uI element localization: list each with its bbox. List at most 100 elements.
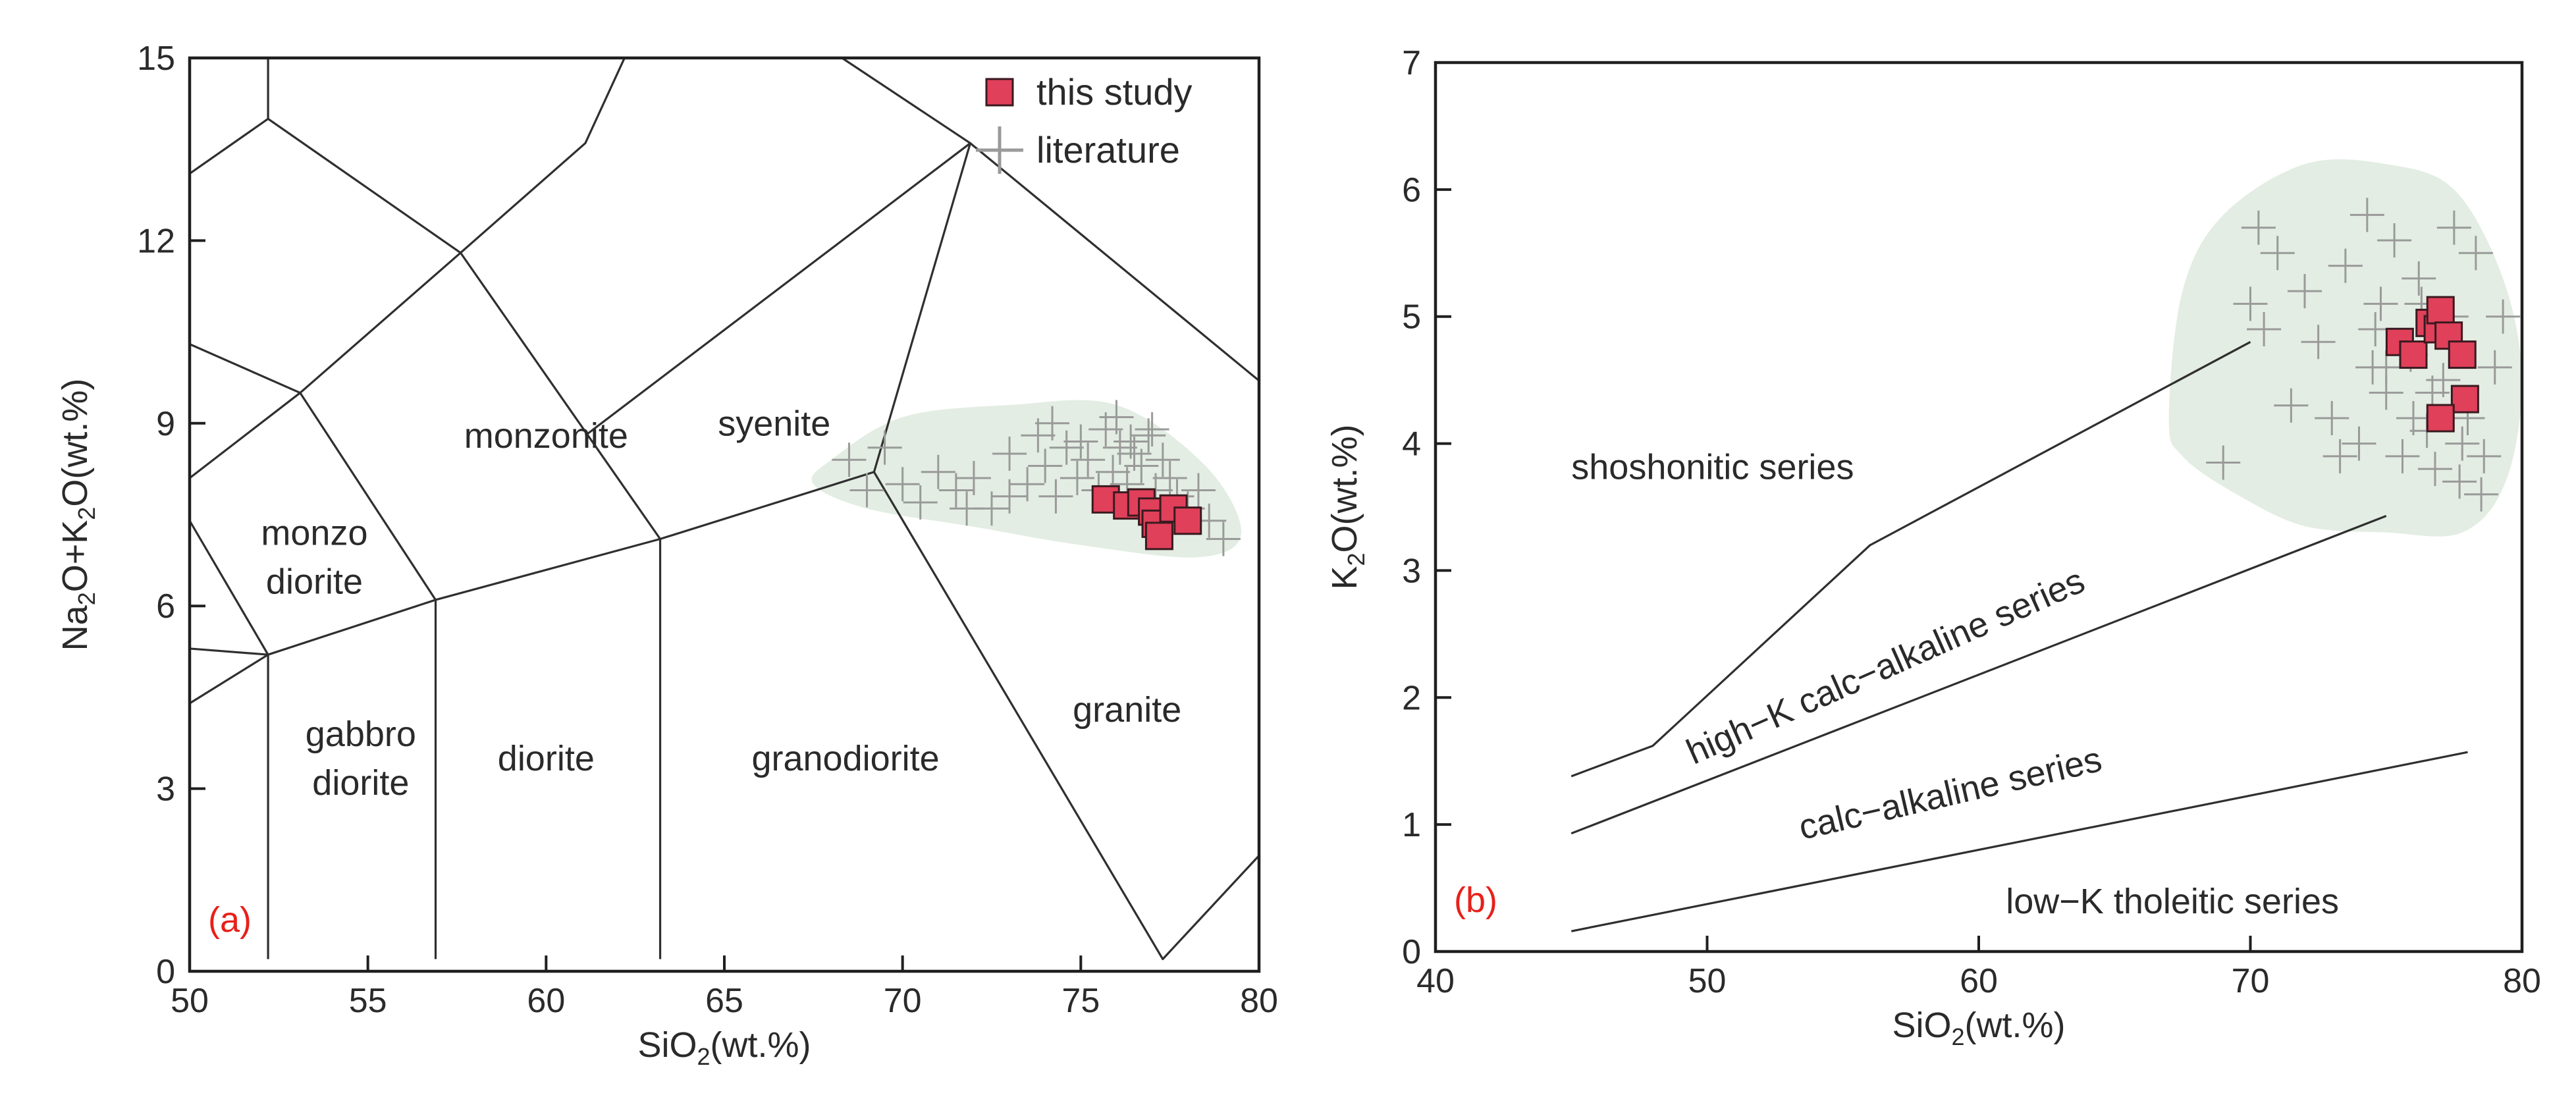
literature-point-1-32 (2436, 210, 2471, 245)
rock-field-label: monzo (261, 514, 367, 553)
x-tick-label: 70 (884, 982, 922, 1020)
literature-point-1-10 (1010, 467, 1045, 502)
literature-point-1-36 (1135, 412, 1169, 447)
literature-point-1-26 (2467, 439, 2502, 473)
x-tick-label: 80 (2503, 962, 2541, 1000)
x-tick-label: 50 (1688, 962, 1727, 1000)
literature-point-1-33 (1035, 406, 1070, 441)
classification-boundary-line (1570, 515, 2387, 835)
literature-point-1-35 (1099, 400, 1134, 435)
literature-point-1-27 (1152, 461, 1187, 496)
label-part: (wt.%) (711, 1025, 811, 1065)
y-tick-label: 2 (1402, 679, 1421, 717)
literature-point-1-26 (1145, 443, 1180, 477)
y-axis-title: K2O(wt.%) (1325, 424, 1370, 589)
literature-point-1-37 (992, 479, 1027, 514)
magma-series-label: shoshonitic series (1571, 448, 1854, 487)
rock-field-label: diorite (312, 763, 409, 803)
x-tick-label: 80 (1240, 982, 1278, 1020)
rock-field-label: diorite (266, 562, 363, 602)
y-tick-label: 4 (1402, 425, 1421, 464)
y-tick-label: 3 (1402, 552, 1421, 590)
classification-boundary-line (1570, 340, 2251, 778)
literature-point-1-33 (2464, 477, 2499, 512)
literature-point-1-5 (2274, 388, 2309, 423)
x-tick-label: 50 (171, 982, 209, 1020)
this-study-point-4 (2426, 296, 2455, 325)
legend: this study literature (976, 71, 1193, 174)
literature-point-1-0 (2206, 445, 2241, 480)
literature-point-1-12 (1028, 448, 1063, 483)
literature-point-1-9 (992, 437, 1027, 471)
classification-boundary-line (460, 252, 661, 540)
y-tick-label: 6 (1402, 171, 1421, 209)
literature-point-1-6 (938, 473, 973, 508)
classification-boundary-line (267, 58, 626, 254)
y-tick-label: 0 (1402, 933, 1421, 971)
label-part: K (1325, 566, 1364, 590)
x-axis-title: SiO2(wt.%) (637, 1025, 811, 1070)
rock-field-label: granite (1073, 690, 1181, 730)
literature-point-1-28 (2486, 299, 2521, 334)
x-axis-title: SiO2(wt.%) (1892, 1006, 2065, 1050)
literature-point-1-30 (1181, 473, 1216, 508)
literature-point-1-16 (1071, 443, 1106, 477)
rock-field-label: monzonite (464, 416, 628, 456)
literature-point-1-23 (1124, 448, 1159, 483)
y-tick-label: 7 (1402, 44, 1421, 82)
literature-point-1-3 (2247, 312, 2282, 346)
label-part: SiO (637, 1025, 697, 1065)
label-part: O+K (55, 520, 95, 593)
literature-point-1-8 (2315, 401, 2349, 435)
classification-boundary-line (584, 142, 971, 437)
classification-boundary-line (1570, 751, 2468, 932)
literature-point-1-27 (2477, 350, 2512, 385)
panel-a-tas-diagram: 50 55 60 65 70 75 8003691215SiO2(wt.%)Na2O+K2O… (55, 40, 1278, 1070)
literature-point-1-9 (2328, 248, 2363, 283)
literature-point-1-38 (950, 491, 984, 526)
subscript: 2 (697, 1043, 711, 1070)
this-study-point-5 (1144, 522, 1173, 550)
x-tick-label: 60 (1960, 962, 1998, 1000)
literature-point-1-16 (2385, 439, 2420, 473)
rock-field-label: diorite (498, 739, 595, 778)
literature-point-1-29 (2322, 439, 2357, 473)
literature-point-1-10 (2342, 426, 2376, 461)
x-tick-label: 70 (2232, 962, 2270, 1000)
rock-field-label: syenite (718, 404, 830, 443)
literature-point-1-31 (2396, 401, 2430, 435)
literature-point-1-24 (1131, 418, 1166, 453)
literature-point-1-6 (2288, 274, 2322, 309)
literature-point-1-32 (1206, 522, 1241, 556)
label-part: O(wt.%) (55, 379, 95, 507)
label-part: SiO (1892, 1006, 1951, 1045)
literature-point-1-4 (903, 485, 938, 520)
x-tick-label: 55 (349, 982, 387, 1020)
literature-point-1-23 (2442, 464, 2477, 499)
y-tick-label: 3 (156, 770, 175, 809)
subscript: 2 (1343, 552, 1370, 566)
literature-point-1-1 (2233, 286, 2268, 321)
literature-point-1-2 (867, 430, 902, 465)
y-tick-label: 5 (1402, 298, 1421, 336)
this-study-point-1 (2399, 340, 2428, 369)
classification-boundary-line (841, 58, 971, 144)
x-tick-label: 75 (1061, 982, 1100, 1020)
label-part: O(wt.%) (1325, 424, 1364, 552)
y-tick-label: 12 (137, 222, 175, 260)
this-study-point-8 (2426, 404, 2455, 433)
literature-point-1-25 (2458, 236, 2493, 271)
literature-point-1-1 (849, 473, 884, 508)
subscript: 2 (1952, 1023, 1965, 1050)
rock-field-label: granodiorite (751, 739, 939, 778)
literature-point-1-5 (921, 454, 955, 489)
legend-label: literature (1036, 129, 1180, 171)
x-tick-label: 40 (1416, 962, 1455, 1000)
literature-point-1-3 (885, 467, 920, 502)
literature-point-1-34 (1063, 424, 1098, 459)
literature-point-1-4 (2260, 236, 2295, 271)
y-tick-label: 9 (156, 405, 175, 443)
x-tick-label: 60 (527, 982, 565, 1020)
